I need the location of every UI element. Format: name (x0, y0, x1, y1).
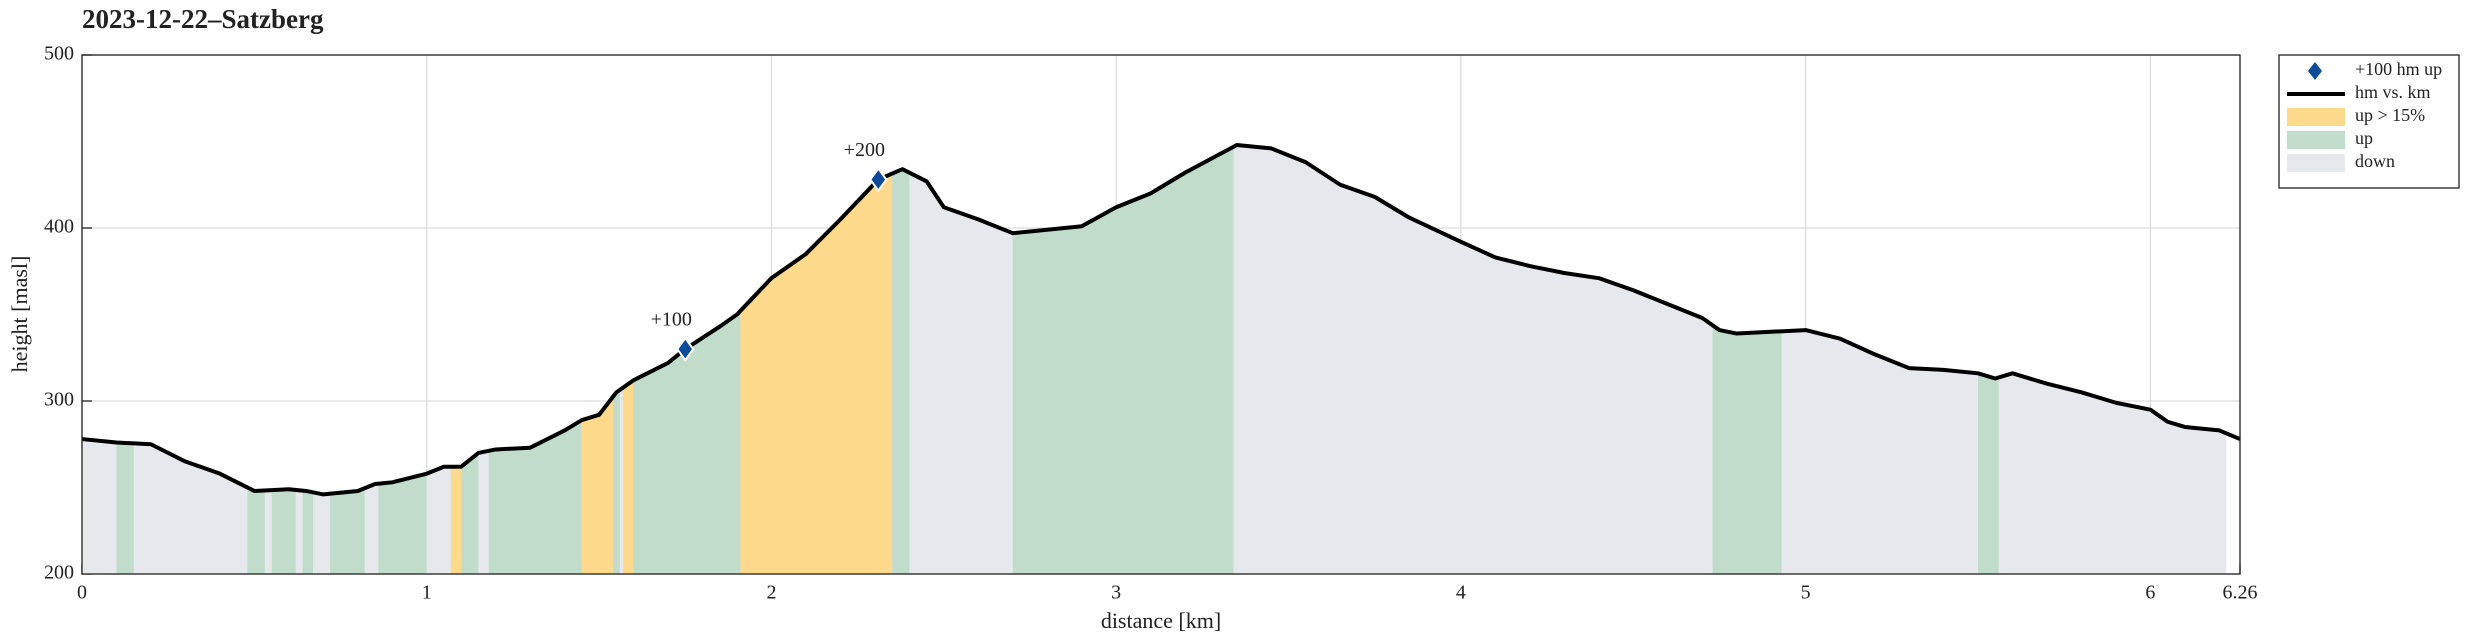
range-fill (740, 144, 893, 574)
range-fill (1012, 144, 1234, 574)
y-tick-label: 400 (44, 216, 74, 238)
profile-line (81, 142, 2241, 497)
x-axis-label: distance [km] (1101, 608, 1221, 633)
range-fill (450, 144, 462, 574)
legend-label: up (2355, 128, 2373, 148)
marker (869, 166, 888, 193)
range-fill (330, 144, 365, 574)
marker-label: +200 (844, 139, 885, 161)
x-tick-label: 6.26 (2223, 582, 2258, 604)
range-fill (116, 144, 134, 574)
legend-swatch (2287, 108, 2345, 126)
range-fill (247, 144, 265, 574)
range-fill (581, 144, 613, 574)
range-fill (1978, 144, 1999, 574)
legend-swatch (2287, 131, 2345, 149)
x-tick-label: 1 (422, 582, 432, 604)
y-tick-label: 500 (44, 43, 74, 65)
x-tick-label: 5 (1801, 582, 1811, 604)
legend-label: hm vs. km (2355, 82, 2431, 102)
range-fill (892, 144, 910, 574)
y-axis-label: height [masl] (7, 256, 32, 373)
range-fill (302, 144, 313, 574)
range-fills (82, 144, 2227, 574)
range-fill (612, 144, 620, 574)
plot-frame (81, 54, 2241, 575)
x-tick-label: 2 (766, 582, 776, 604)
x-tick-label: 4 (1456, 582, 1466, 604)
x-tick-label: 0 (77, 582, 87, 604)
legend-label: down (2355, 151, 2395, 171)
x-tick-label: 6 (2145, 582, 2155, 604)
range-fill (488, 144, 582, 574)
range-fill (1712, 144, 1782, 574)
marker-label: +100 (651, 309, 692, 331)
legend-swatch (2287, 154, 2345, 172)
x-tick-label: 3 (1111, 582, 1121, 604)
range-fill (378, 144, 427, 574)
range-fill (271, 144, 296, 574)
legend-marker (2308, 62, 2322, 80)
legend-label: up > 15% (2355, 105, 2425, 125)
chart-title: 2023-12-22–Satzberg (82, 4, 324, 34)
y-tick-label: 300 (44, 389, 74, 411)
range-fill (461, 144, 479, 574)
marker (676, 336, 695, 362)
legend-label: +100 hm up (2355, 59, 2442, 79)
y-tick-label: 200 (44, 562, 74, 584)
range-fill (623, 144, 634, 574)
